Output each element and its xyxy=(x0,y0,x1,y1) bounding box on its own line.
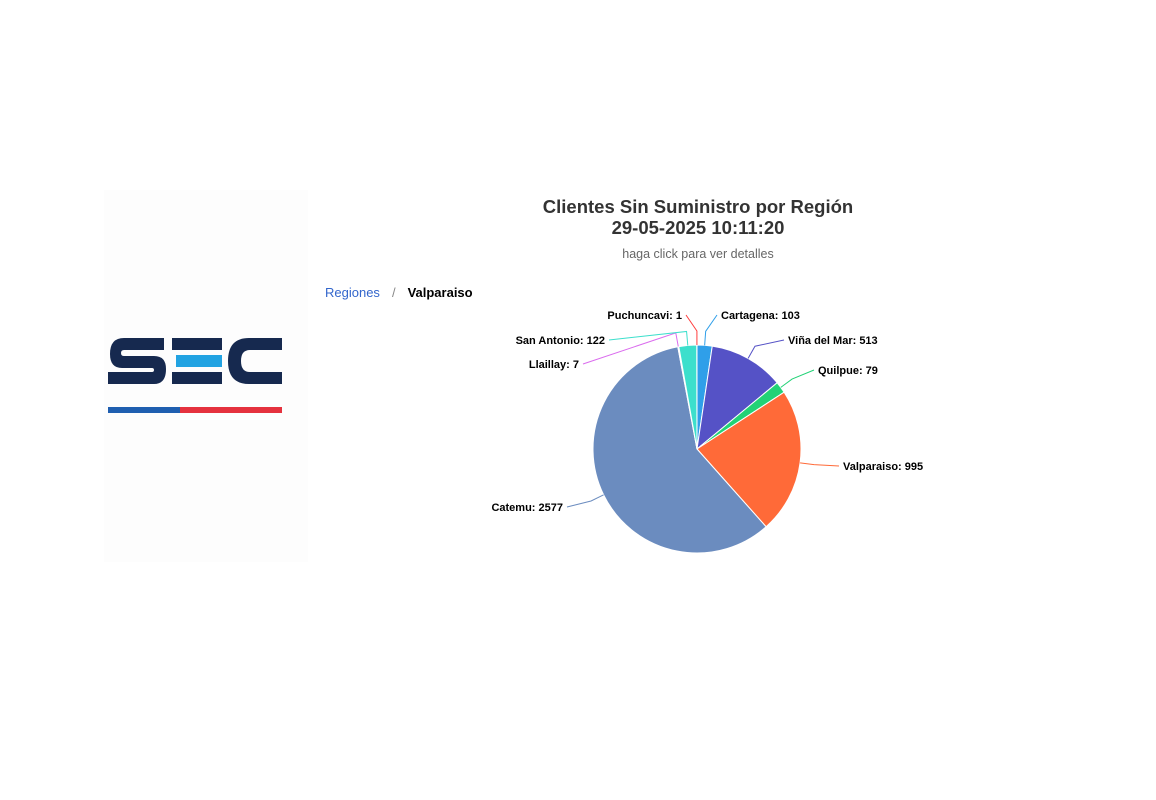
data-label-llaillay: Llaillay: 7 xyxy=(529,359,579,371)
logo-letter-s xyxy=(108,338,166,384)
connector-valparaiso xyxy=(800,462,840,467)
chart-subtitle: haga click para ver detalles xyxy=(622,247,774,261)
connector-cartagena xyxy=(704,314,718,346)
logo-panel xyxy=(104,190,308,562)
chart-title-date: 29-05-2025 10:11:20 xyxy=(611,217,785,238)
logo-e-middle xyxy=(176,355,222,367)
connector-san-antonio xyxy=(608,330,689,346)
breadcrumb-current: Valparaiso xyxy=(407,285,473,300)
logo-e-top xyxy=(172,338,222,350)
data-label-valparaiso: Valparaiso: 995 xyxy=(843,461,923,473)
logo-letter-c xyxy=(228,338,282,384)
breadcrumb-separator: / xyxy=(391,285,396,300)
connector-catemu xyxy=(566,494,604,508)
connector-quilpue xyxy=(780,369,815,388)
connector-puchuncavi xyxy=(685,314,698,346)
pie-slice-vi-a-del-mar[interactable] xyxy=(696,345,778,451)
data-label-vi-a-del-mar: Viña del Mar: 513 xyxy=(788,335,878,347)
pie-slice-catemu[interactable] xyxy=(592,346,767,554)
pie-slice-valparaiso[interactable] xyxy=(696,391,802,528)
connector-vi-a-del-mar xyxy=(747,339,785,359)
breadcrumb-link-regiones[interactable]: Regiones xyxy=(325,285,380,300)
chart-title-text: Clientes Sin Suministro por Región xyxy=(542,196,854,217)
chart-title: Clientes Sin Suministro por Región 29-05… xyxy=(448,196,948,238)
logo-underline-red xyxy=(180,407,282,413)
logo-e-bottom xyxy=(172,372,222,384)
data-label-cartagena: Cartagena: 103 xyxy=(721,310,800,322)
data-label-san-antonio: San Antonio: 122 xyxy=(516,335,605,347)
data-label-catemu: Catemu: 2577 xyxy=(491,502,563,514)
sec-logo xyxy=(108,338,282,413)
data-label-puchuncavi: Puchuncavi: 1 xyxy=(607,310,682,322)
data-label-quilpue: Quilpue: 79 xyxy=(818,365,878,377)
breadcrumb: Regiones / Valparaiso xyxy=(325,285,473,300)
logo-underline-blue xyxy=(108,407,180,413)
